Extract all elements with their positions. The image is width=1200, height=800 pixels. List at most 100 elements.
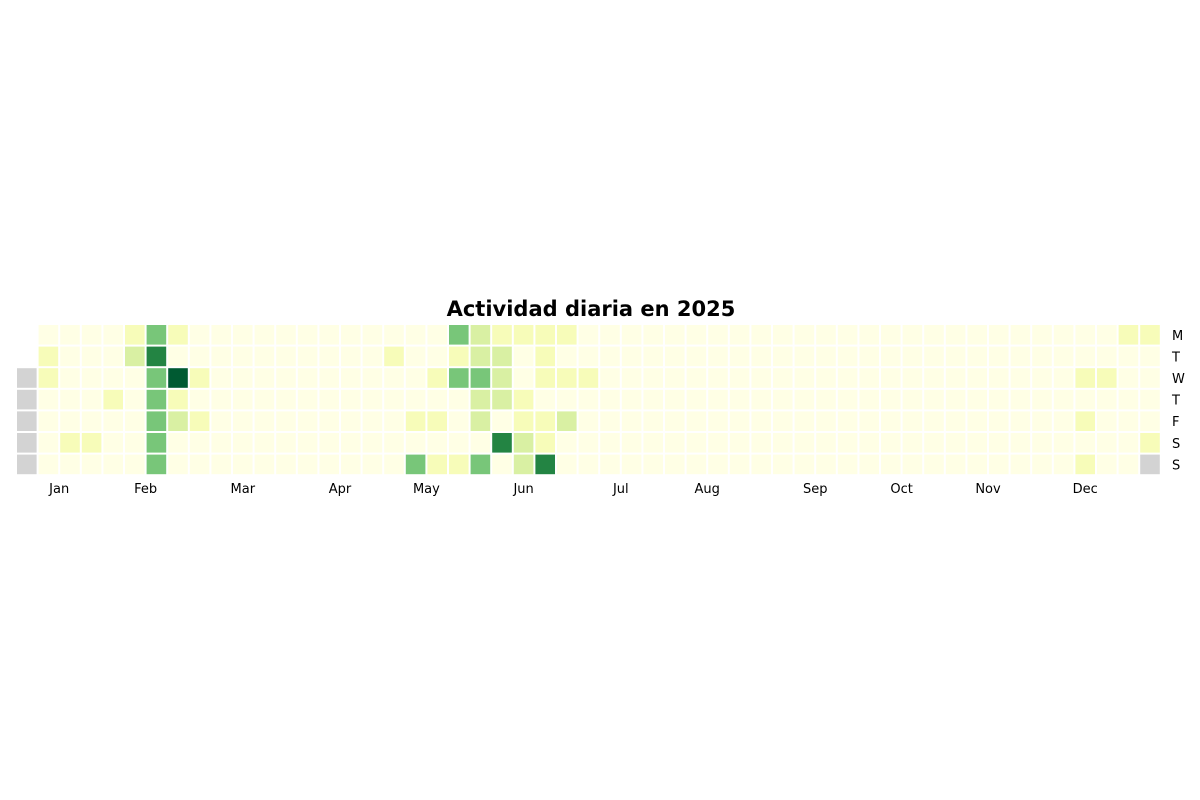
heatmap-cell [513, 389, 534, 410]
heatmap-cell [211, 411, 231, 431]
day-label: M [1172, 329, 1183, 344]
heatmap-cell [578, 368, 599, 388]
heatmap-cell [1140, 368, 1160, 388]
heatmap-cell [81, 368, 102, 388]
heatmap-cell [773, 368, 793, 388]
heatmap-cell [341, 454, 361, 475]
heatmap-cell [1053, 389, 1074, 410]
heatmap-cell [578, 411, 599, 431]
heatmap-cell [729, 433, 750, 453]
heatmap-cell [125, 454, 145, 475]
heatmap-cell [794, 454, 815, 475]
month-label: Apr [329, 482, 352, 497]
heatmap-cell [794, 389, 815, 410]
heatmap-cell [881, 433, 901, 453]
heatmap-cell [38, 433, 59, 453]
heatmap-cell [1097, 325, 1117, 345]
heatmap-cell [276, 325, 296, 345]
heatmap-cell [989, 389, 1009, 410]
heatmap-cell [773, 454, 793, 475]
heatmap-cell [341, 389, 361, 410]
heatmap-cell [38, 454, 59, 475]
heatmap-cell [405, 325, 426, 345]
heatmap-cell [902, 411, 923, 431]
heatmap-cell [297, 433, 318, 453]
heatmap-cell [341, 433, 361, 453]
heatmap-cell [168, 433, 188, 453]
heatmap-cell [492, 454, 512, 475]
heatmap-cell [1032, 325, 1052, 345]
heatmap-cell [837, 411, 858, 431]
heatmap-cell [297, 368, 318, 388]
heatmap-cell [297, 389, 318, 410]
heatmap-cell [816, 325, 836, 345]
heatmap-cell [38, 368, 59, 388]
heatmap-cell [1118, 346, 1139, 367]
heatmap-cell [1053, 454, 1074, 475]
heatmap-cell [1010, 389, 1031, 410]
heatmap-cell [794, 368, 815, 388]
heatmap-cell [945, 454, 966, 475]
heatmap-cell [945, 368, 966, 388]
heatmap-cell [924, 454, 944, 475]
heatmap-cell [1140, 411, 1160, 431]
heatmap-cell [621, 454, 642, 475]
heatmap-cell [189, 433, 210, 453]
heatmap-cell [945, 346, 966, 367]
heatmap-cell [384, 346, 404, 367]
heatmap-cell [643, 368, 663, 388]
heatmap-cell [924, 411, 944, 431]
heatmap-cell [686, 346, 707, 367]
heatmap-cell [1118, 411, 1139, 431]
heatmap-cell [902, 454, 923, 475]
heatmap-cell [168, 346, 188, 367]
heatmap-cell [600, 433, 620, 453]
heatmap-cell [276, 346, 296, 367]
heatmap-cell [816, 433, 836, 453]
heatmap-cell [816, 411, 836, 431]
heatmap-cell [405, 411, 426, 431]
heatmap-cell [600, 411, 620, 431]
heatmap-cell [794, 325, 815, 345]
heatmap-cell [319, 411, 339, 431]
heatmap-cell [1010, 346, 1031, 367]
day-label: W [1172, 372, 1185, 387]
heatmap-cell [535, 325, 555, 345]
heatmap-cell [1075, 454, 1095, 475]
heatmap-cell [643, 454, 663, 475]
heatmap-cell [1097, 368, 1117, 388]
heatmap-cell [1032, 454, 1052, 475]
heatmap-cell [578, 346, 599, 367]
heatmap-cell [1140, 433, 1160, 453]
heatmap-cell [1010, 325, 1031, 345]
month-label: Jul [612, 482, 629, 497]
month-label: Jun [512, 482, 533, 497]
heatmap-cell [881, 389, 901, 410]
heatmap-cell [276, 411, 296, 431]
heatmap-cell [686, 389, 707, 410]
heatmap-cell [168, 325, 188, 345]
heatmap-cell [1118, 433, 1139, 453]
heatmap-cell [233, 389, 253, 410]
heatmap-cell [837, 433, 858, 453]
heatmap-cell [254, 389, 275, 410]
heatmap-cell [1075, 411, 1095, 431]
heatmap-cell [708, 368, 728, 388]
heatmap-cell [1140, 325, 1160, 345]
heatmap-cell [643, 411, 663, 431]
heatmap-cell [729, 368, 750, 388]
heatmap-cell [945, 389, 966, 410]
heatmap-cell [816, 368, 836, 388]
heatmap-cell [319, 433, 339, 453]
heatmap-cell [405, 433, 426, 453]
heatmap-cell [600, 389, 620, 410]
heatmap-cell [427, 411, 447, 431]
heatmap-cell [535, 389, 555, 410]
heatmap-cell [665, 389, 685, 410]
heatmap-cell [60, 346, 80, 367]
heatmap-cell [665, 368, 685, 388]
heatmap-cell [60, 433, 80, 453]
heatmap-cell [427, 346, 447, 367]
heatmap-cell [449, 454, 469, 475]
